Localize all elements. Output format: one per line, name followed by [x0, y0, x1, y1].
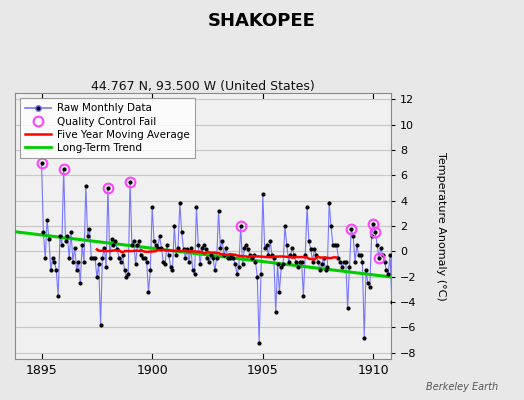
Text: Berkeley Earth: Berkeley Earth — [425, 382, 498, 392]
Y-axis label: Temperature Anomaly (°C): Temperature Anomaly (°C) — [436, 152, 446, 300]
Text: SHAKOPEE: SHAKOPEE — [208, 12, 316, 30]
Title: 44.767 N, 93.500 W (United States): 44.767 N, 93.500 W (United States) — [91, 80, 315, 93]
Legend: Raw Monthly Data, Quality Control Fail, Five Year Moving Average, Long-Term Tren: Raw Monthly Data, Quality Control Fail, … — [20, 98, 194, 158]
